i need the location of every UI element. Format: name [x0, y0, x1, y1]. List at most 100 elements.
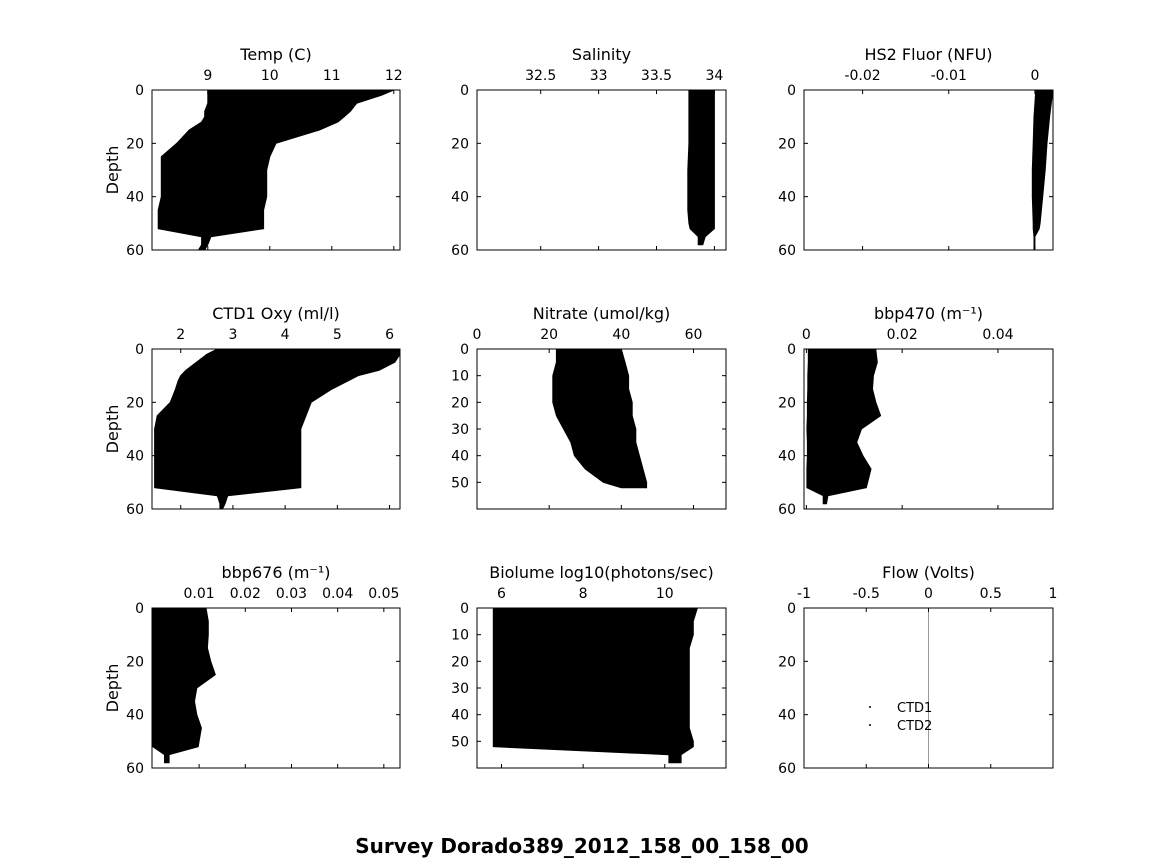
subplot-title: Salinity	[572, 45, 631, 64]
subplot-title: Temp (C)	[239, 45, 311, 64]
data-envelope	[806, 348, 882, 505]
figure-title: Survey Dorado389_2012_158_00_158_00	[355, 834, 809, 858]
x-tick-label: -0.02	[844, 68, 880, 84]
x-tick-label: 40	[612, 327, 630, 343]
x-tick-label: 0.04	[982, 327, 1013, 343]
y-axis-label: Depth	[103, 405, 122, 454]
y-tick-label: 20	[126, 136, 144, 152]
y-tick-label: 60	[126, 502, 144, 518]
subplot-title: Nitrate (umol/kg)	[533, 304, 671, 323]
x-tick-label: 0.04	[322, 586, 353, 602]
y-tick-label: 0	[787, 601, 796, 617]
y-tick-label: 40	[778, 190, 796, 206]
data-envelope	[157, 89, 394, 251]
y-axis-label: Depth	[103, 664, 122, 713]
y-tick-label: 50	[451, 475, 469, 491]
axes-box	[151, 348, 401, 510]
y-tick-label: 60	[126, 243, 144, 259]
y-tick-label: 40	[126, 449, 144, 465]
x-tick-label: 12	[385, 68, 403, 84]
x-tick-label: 60	[685, 327, 703, 343]
x-tick-label: 5	[333, 327, 342, 343]
y-tick-label: 20	[126, 395, 144, 411]
axes-box	[476, 89, 727, 251]
y-tick-label: 0	[135, 342, 144, 358]
subplot-9: -1 -0.5 0 0.5 1 0 20 40 60 Flow (Volts) CTD1 CTD2	[778, 563, 1057, 777]
y-tick-label: 0	[460, 83, 469, 99]
data-envelope	[492, 607, 699, 764]
subplot-title: HS2 Fluor (NFU)	[864, 45, 992, 64]
axes-box	[151, 607, 401, 769]
x-tick-label: 0	[924, 586, 933, 602]
y-axis-label: Depth	[103, 146, 122, 195]
y-tick-label: 60	[778, 243, 796, 259]
y-tick-label: 0	[135, 83, 144, 99]
legend-entry: CTD2	[897, 719, 932, 734]
x-tick-label: 9	[203, 68, 212, 84]
y-tick-label: 20	[778, 654, 796, 670]
y-tick-label: 20	[126, 654, 144, 670]
y-tick-label: 0	[135, 601, 144, 617]
subplot-1: 9 10 11 12 0 20 40 60 Temp (C) Depth	[103, 45, 403, 259]
axes-box	[151, 89, 401, 251]
y-tick-label: 0	[460, 342, 469, 358]
x-tick-label: 0.5	[980, 586, 1002, 602]
x-tick-label: 8	[579, 586, 588, 602]
axes-box	[803, 348, 1054, 510]
x-tick-label: -0.01	[931, 68, 967, 84]
x-tick-label: 0	[802, 327, 811, 343]
y-tick-label: 20	[451, 136, 469, 152]
x-tick-label: 4	[281, 327, 290, 343]
y-tick-label: 0	[460, 601, 469, 617]
subplot-2: 32.5 33 33.5 34 0 20 40 60 Salinity	[451, 45, 727, 259]
subplot-5: 0 20 40 60 0 10 20 30 40 50 Nitrate (umol/kg)	[451, 304, 727, 510]
y-tick-label: 60	[126, 761, 144, 777]
y-tick-label: 40	[778, 708, 796, 724]
data-envelope	[687, 89, 715, 246]
x-tick-label: 6	[497, 586, 506, 602]
subplot-3: -0.02 -0.01 0 0 20 40 60 HS2 Fluor (NFU)	[778, 45, 1054, 259]
x-tick-label: -1	[797, 586, 811, 602]
axes-box	[803, 89, 1054, 251]
legend-marker	[869, 724, 871, 726]
x-tick-label: 0.02	[887, 327, 918, 343]
subplot-7: 0.01 0.02 0.03 0.04 0.05 0 20 40 60 bbp676 (m⁻¹) D…	[103, 563, 401, 777]
x-tick-label: 34	[706, 68, 724, 84]
x-tick-label: 6	[385, 327, 394, 343]
y-tick-label: 20	[778, 395, 796, 411]
x-tick-label: -0.5	[853, 586, 880, 602]
x-tick-label: 33	[590, 68, 608, 84]
x-tick-label: 0.03	[276, 586, 307, 602]
x-tick-label: 11	[323, 68, 341, 84]
x-tick-label: 3	[228, 327, 237, 343]
subplot-title: Flow (Volts)	[882, 563, 975, 582]
y-tick-label: 30	[451, 681, 469, 697]
y-tick-label: 10	[451, 628, 469, 644]
legend: CTD1 CTD2	[869, 701, 932, 734]
subplot-title: CTD1 Oxy (ml/l)	[212, 304, 340, 323]
data-envelope	[552, 348, 648, 489]
subplot-8: 6 8 10 0 10 20 30 40 50 Biolume log10(photons/sec…	[451, 563, 727, 769]
legend-entry: CTD1	[897, 701, 932, 716]
x-tick-label: 0.01	[184, 586, 215, 602]
x-tick-label: 1	[1049, 586, 1058, 602]
y-tick-label: 60	[778, 502, 796, 518]
x-tick-label: 0.05	[368, 586, 399, 602]
y-tick-label: 40	[126, 708, 144, 724]
x-tick-label: 32.5	[525, 68, 556, 84]
legend-marker	[869, 706, 871, 708]
y-tick-label: 20	[778, 136, 796, 152]
subplot-title: bbp676 (m⁻¹)	[221, 563, 330, 582]
x-tick-label: 0.02	[230, 586, 261, 602]
y-tick-label: 60	[451, 243, 469, 259]
y-tick-label: 40	[451, 708, 469, 724]
x-tick-label: 2	[176, 327, 185, 343]
y-tick-label: 40	[451, 190, 469, 206]
y-tick-label: 10	[451, 369, 469, 385]
subplot-title: Biolume log10(photons/sec)	[489, 563, 714, 582]
subplot-6: 0 0.02 0.04 0 20 40 60 bbp470 (m⁻¹)	[778, 304, 1054, 518]
data-envelope	[152, 607, 216, 764]
y-tick-label: 40	[451, 449, 469, 465]
